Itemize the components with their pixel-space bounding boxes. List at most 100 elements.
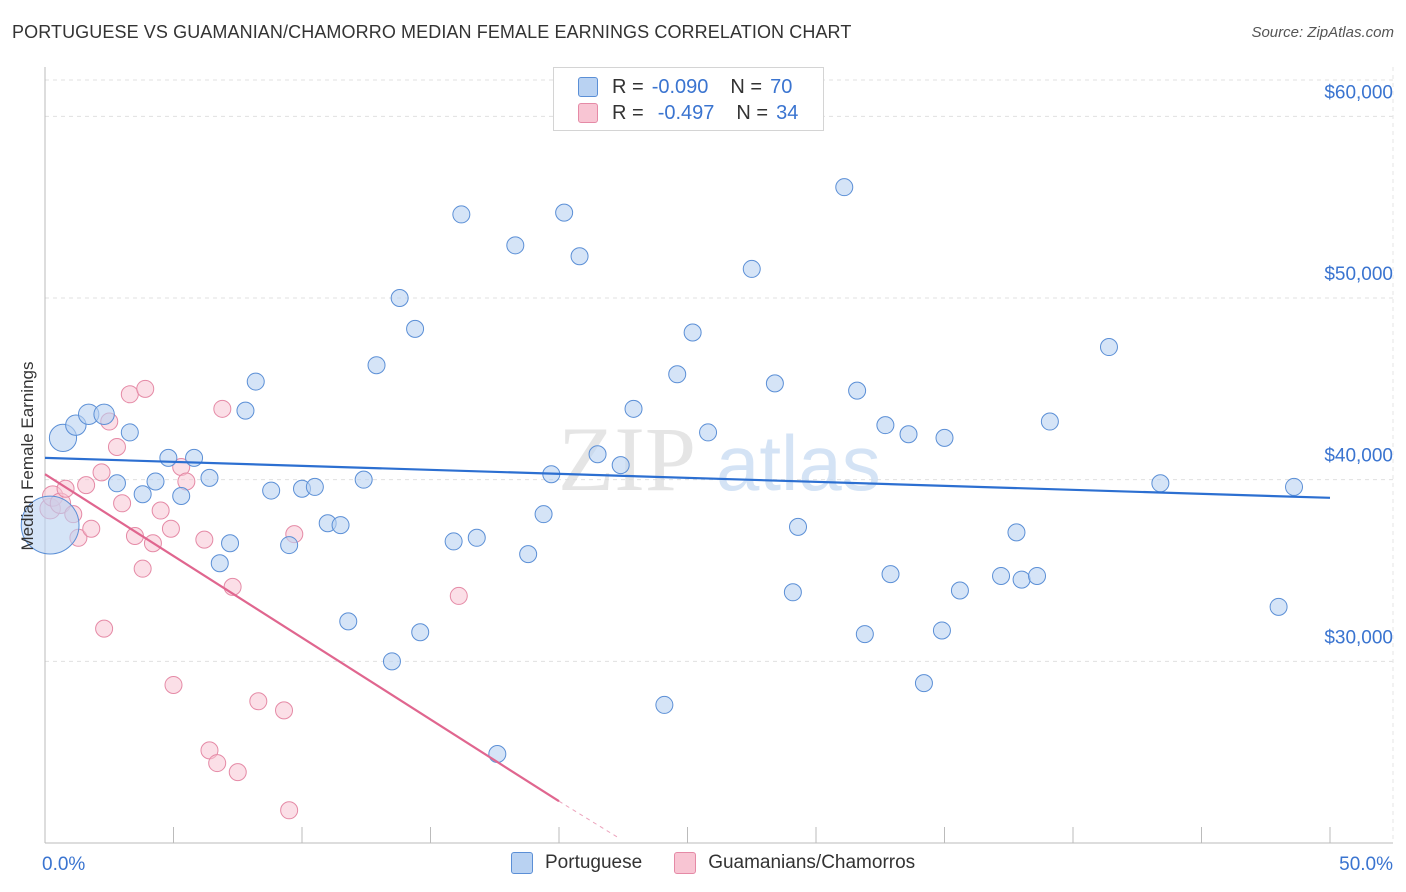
legend-r-value: -0.090 [651, 75, 709, 98]
point-portuguese [382, 652, 401, 671]
point-portuguese [246, 372, 265, 391]
legend-r-label: R = [612, 101, 644, 124]
point-portuguese [185, 448, 204, 467]
point-portuguese [354, 470, 373, 489]
legend-n-label: N = [730, 75, 763, 98]
grid-layer [45, 79, 1393, 662]
y-tick-label: $50,000 [1324, 264, 1393, 285]
point-portuguese [262, 481, 281, 500]
point-guamanian [136, 379, 155, 398]
point-portuguese [1028, 566, 1047, 585]
point-portuguese [899, 425, 918, 444]
point-portuguese [1007, 523, 1026, 542]
x-tick-label-max: 50.0% [1339, 854, 1393, 875]
point-portuguese [133, 485, 152, 504]
point-portuguese [742, 259, 761, 278]
point-portuguese [668, 365, 687, 384]
point-portuguese [305, 477, 324, 496]
point-guamanian [82, 519, 101, 538]
legend-swatch-pink [578, 103, 598, 123]
bottom-legend-label-portuguese: Portuguese [545, 852, 643, 873]
point-portuguese [789, 517, 808, 536]
point-portuguese [588, 445, 607, 464]
legend-box: R = -0.090 N = 70 R = -0.497 N = 34 [553, 67, 824, 131]
point-portuguese [146, 472, 165, 491]
point-portuguese [848, 381, 867, 400]
point-portuguese [699, 423, 718, 442]
point-portuguese [914, 674, 933, 693]
point-portuguese [411, 623, 430, 642]
point-guamanian [449, 586, 468, 605]
point-guamanian [151, 501, 170, 520]
point-portuguese [876, 416, 895, 435]
series-portuguese-points [20, 178, 1304, 763]
point-portuguese [210, 554, 229, 573]
point-guamanian [208, 754, 227, 773]
bottom-legend: Portuguese Guamanians/Chamorros [511, 852, 947, 874]
point-guamanian [213, 399, 232, 418]
point-guamanian [120, 385, 139, 404]
point-portuguese [159, 448, 178, 467]
bottom-legend-portuguese[interactable]: Portuguese [511, 852, 642, 874]
point-portuguese [765, 374, 784, 393]
point-portuguese [488, 744, 507, 763]
point-portuguese [406, 319, 425, 338]
bottom-legend-swatch-pink [674, 852, 697, 874]
point-portuguese [555, 203, 574, 222]
point-portuguese [932, 621, 951, 640]
point-portuguese [339, 612, 358, 631]
y-axis-label: Median Female Earnings [18, 361, 37, 551]
point-guamanian [92, 463, 111, 482]
trend-lines [44, 456, 1331, 838]
point-guamanian [280, 801, 299, 820]
point-portuguese [783, 583, 802, 602]
point-portuguese [1012, 570, 1031, 589]
bottom-legend-swatch-blue [511, 852, 533, 874]
point-portuguese [1040, 412, 1059, 431]
point-portuguese [452, 205, 471, 224]
point-portuguese [107, 474, 126, 493]
point-portuguese [20, 495, 80, 555]
source-label: Source: ZipAtlas.com [1251, 24, 1394, 41]
point-portuguese [835, 178, 854, 197]
point-portuguese [390, 289, 409, 307]
watermark-atlas: atlas [716, 419, 881, 507]
legend-n-value: 34 [776, 101, 799, 124]
point-portuguese [221, 534, 240, 553]
point-portuguese [506, 236, 525, 255]
point-portuguese [367, 356, 386, 375]
point-portuguese [93, 403, 115, 425]
y-tick-label: $30,000 [1324, 627, 1393, 648]
y-tick-label: $60,000 [1324, 82, 1393, 103]
bottom-legend-label-guamanians: Guamanians/Chamorros [708, 852, 916, 873]
point-portuguese [992, 566, 1011, 585]
point-portuguese [1285, 477, 1304, 496]
legend-r-label: R = [612, 75, 644, 98]
point-portuguese [855, 625, 874, 644]
point-portuguese [683, 323, 702, 342]
x-tick-label-min: 0.0% [42, 854, 85, 875]
point-guamanian [195, 530, 214, 549]
point-portuguese [624, 399, 643, 418]
point-guamanian [161, 519, 180, 538]
axis-layer: $30,000 $40,000 $50,000 $60,000 0.0% 50.0% [42, 67, 1394, 875]
point-guamanian [164, 675, 183, 694]
point-guamanian [228, 763, 247, 782]
series-guamanians-points [39, 379, 468, 820]
y-tick-label: $40,000 [1324, 446, 1393, 467]
point-portuguese [172, 487, 191, 506]
point-portuguese [611, 456, 630, 475]
point-portuguese [200, 468, 219, 487]
point-portuguese [444, 532, 463, 551]
bottom-legend-guamanians[interactable]: Guamanians/Chamorros [674, 852, 915, 874]
point-portuguese [1099, 338, 1118, 357]
legend-swatch-blue [578, 77, 598, 97]
trend-line-guamanians [44, 473, 560, 803]
point-guamanian [107, 437, 126, 456]
chart-title: PORTUGUESE VS GUAMANIAN/CHAMORRO MEDIAN … [12, 22, 852, 42]
point-portuguese [236, 401, 255, 420]
point-portuguese [881, 565, 900, 584]
legend-row-portuguese: R = -0.090 N = 70 [578, 75, 792, 99]
point-portuguese [534, 505, 553, 524]
point-guamanian [95, 619, 114, 638]
